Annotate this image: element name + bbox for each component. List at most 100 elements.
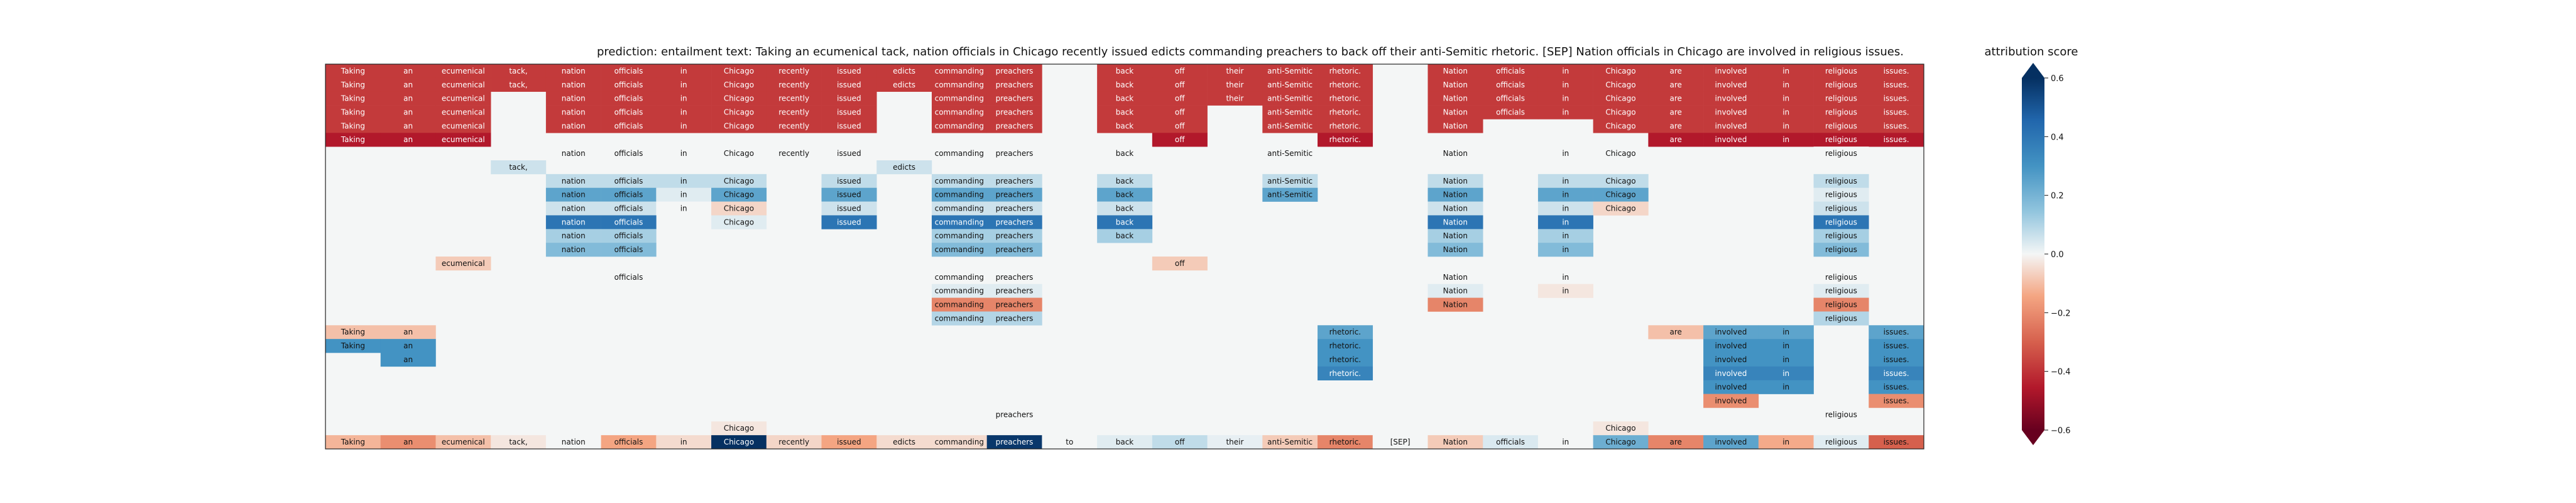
- heatmap-cell: [1537, 243, 1593, 257]
- heatmap-cell-label: preachers: [996, 94, 1034, 103]
- heatmap-cell: [1869, 105, 1924, 119]
- heatmap-cell-label: off: [1175, 259, 1185, 268]
- heatmap-cell: [435, 133, 491, 147]
- heatmap-cell: [1152, 105, 1208, 119]
- heatmap-cell: [931, 311, 987, 326]
- heatmap-cell: [491, 435, 547, 450]
- heatmap-cell-label: Nation: [1443, 108, 1468, 117]
- heatmap-cell: [986, 435, 1042, 450]
- colorbar-tick-label: 0.4: [2051, 133, 2064, 142]
- heatmap-cell-label: issued: [837, 177, 861, 185]
- heatmap-cell-label: Nation: [1443, 121, 1468, 130]
- heatmap-cell: [1703, 325, 1759, 340]
- heatmap-cell: [1262, 187, 1318, 202]
- heatmap-cell-label: recently: [778, 80, 809, 89]
- heatmap-cell: [821, 105, 877, 119]
- heatmap-cell-label: in: [1562, 438, 1569, 446]
- heatmap-cell-label: anti-Semitic: [1267, 108, 1313, 117]
- heatmap-cell-label: officials: [614, 94, 643, 103]
- heatmap-cell: [1703, 64, 1759, 79]
- heatmap-cell-label: nation: [562, 67, 586, 75]
- heatmap-cell-label: rhetoric.: [1329, 121, 1361, 130]
- heatmap-cell-label: issues.: [1884, 355, 1909, 364]
- heatmap-cell: [1813, 146, 1869, 161]
- heatmap-cell: [435, 105, 491, 119]
- heatmap-cell: [931, 119, 987, 133]
- heatmap-cell-label: in: [1782, 369, 1789, 378]
- heatmap-cell: [1758, 91, 1814, 106]
- heatmap-cell-label: edicts: [893, 67, 915, 75]
- heatmap-cell-label: an: [403, 341, 413, 350]
- heatmap-cell: [986, 64, 1042, 79]
- heatmap-cell: [1097, 229, 1153, 243]
- heatmap-cell-label: nation: [562, 149, 586, 158]
- heatmap-cell-label: Chicago: [724, 121, 754, 130]
- heatmap-cell: [711, 91, 767, 106]
- heatmap-cell: [1593, 77, 1649, 92]
- heatmap-cell-label: religious: [1825, 218, 1857, 226]
- heatmap-cell: [1648, 119, 1704, 133]
- colorbar-label: attribution score: [1985, 45, 2078, 58]
- heatmap-cell: [931, 187, 987, 202]
- heatmap-cell: [1703, 380, 1759, 394]
- heatmap-cell-label: tack,: [509, 80, 527, 89]
- heatmap-cell-label: religious: [1825, 67, 1857, 75]
- heatmap-cell: [711, 187, 767, 202]
- heatmap-cell: [986, 119, 1042, 133]
- heatmap-cell: [821, 215, 877, 229]
- heatmap-cell-label: Taking: [341, 80, 365, 89]
- heatmap-cell-label: ecumenical: [442, 438, 485, 446]
- heatmap-cell: [766, 105, 822, 119]
- heatmap-cell-label: an: [403, 80, 413, 89]
- heatmap-cell-label: issued: [837, 67, 861, 75]
- heatmap-cell-label: Taking: [341, 438, 365, 446]
- heatmap-cell: [1703, 366, 1759, 381]
- heatmap-cell: [1262, 91, 1318, 106]
- heatmap-cell: [821, 91, 877, 106]
- heatmap-cell: [1869, 325, 1924, 340]
- heatmap-cells: Taking an ecumenical tack, nation officials in…: [325, 64, 1924, 450]
- heatmap-cell-label: off: [1175, 94, 1185, 103]
- heatmap-cell-label: religious: [1825, 314, 1857, 323]
- heatmap-cell-label: involved: [1715, 355, 1747, 364]
- heatmap-cell: [711, 64, 767, 79]
- heatmap-cell: [1318, 77, 1373, 92]
- heatmap-cell-label: rhetoric.: [1329, 94, 1361, 103]
- heatmap-cell: [1262, 77, 1318, 92]
- heatmap-cell-label: an: [403, 67, 413, 75]
- heatmap-cell: [711, 146, 767, 161]
- heatmap-cell-label: in: [680, 67, 687, 75]
- heatmap-cell-label: back: [1116, 191, 1134, 199]
- heatmap-cell-label: in: [1562, 287, 1569, 296]
- heatmap-cell: [601, 146, 657, 161]
- heatmap-cell: [545, 91, 601, 106]
- heatmap-cell-label: Chicago: [1605, 67, 1635, 75]
- heatmap-cell: [1869, 339, 1924, 353]
- heatmap-cell: [325, 325, 381, 340]
- heatmap-cell: [656, 119, 712, 133]
- heatmap-cell: [986, 297, 1042, 312]
- heatmap-cell: [1703, 105, 1759, 119]
- heatmap-cell-label: an: [403, 121, 413, 130]
- heatmap-cell-label: an: [403, 135, 413, 144]
- heatmap-cell: [1593, 91, 1649, 106]
- heatmap-cell-label: their: [1226, 67, 1243, 75]
- heatmap-cell-label: commanding: [935, 273, 984, 282]
- heatmap-cell-label: in: [1562, 149, 1569, 158]
- heatmap-cell: [1427, 77, 1483, 92]
- heatmap-cell-label: Nation: [1443, 273, 1468, 282]
- heatmap-cell-label: recently: [778, 94, 809, 103]
- heatmap-cell-label: rhetoric.: [1329, 328, 1361, 336]
- heatmap-cell: [545, 243, 601, 257]
- heatmap-cell: [1648, 133, 1704, 147]
- heatmap-cell: [1537, 201, 1593, 216]
- heatmap-cell: [931, 284, 987, 298]
- heatmap-cell: [821, 119, 877, 133]
- heatmap-cell-label: commanding: [935, 245, 984, 254]
- heatmap-cell-label: Chicago: [724, 80, 754, 89]
- heatmap-cell: [325, 339, 381, 353]
- heatmap-cell-label: involved: [1715, 121, 1747, 130]
- heatmap-cell-label: Nation: [1443, 94, 1468, 103]
- heatmap-cell-label: in: [680, 204, 687, 213]
- heatmap-cell-label: commanding: [935, 438, 984, 446]
